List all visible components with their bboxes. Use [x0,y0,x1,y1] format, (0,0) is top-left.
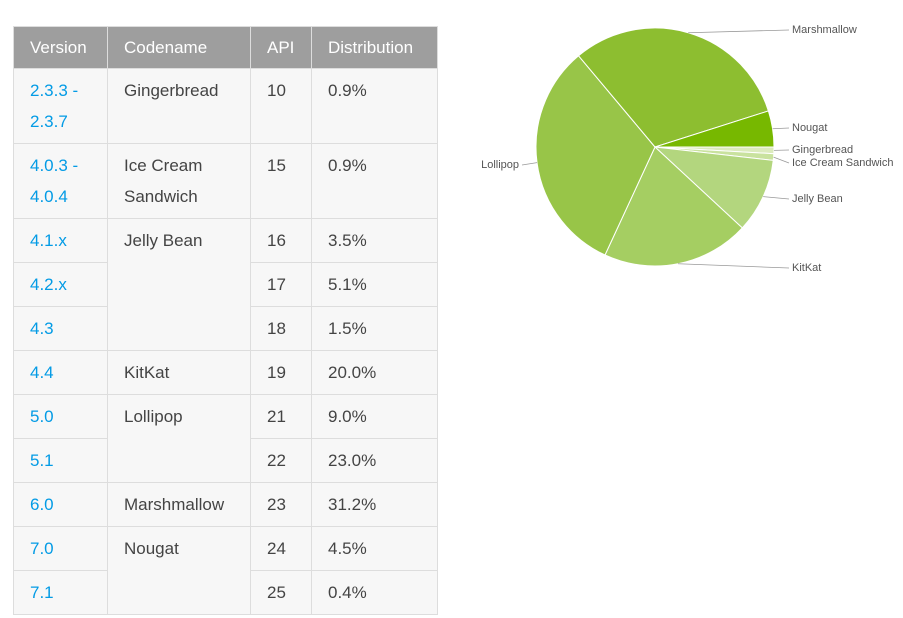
slice-label: Jelly Bean [792,193,843,205]
api-cell: 15 [250,143,312,219]
api-cell: 24 [250,526,312,571]
pie-slice [653,146,774,229]
table-body: 2.3.3 - 2.3.7 Gingerbread 10 0.9% 4.0.3 - 4.… [13,68,438,615]
table-row: 6.0 Marshmallow 23 31.2% [13,482,438,527]
table-row: 5.1 22 23.0% [13,438,438,483]
slice-label: Lollipop [481,159,519,171]
codename-cell: KitKat [107,350,251,395]
version-link[interactable]: 5.1 [13,438,108,483]
table-row: 7.1 25 0.4% [13,570,438,615]
distribution-cell: 31.2% [311,482,438,527]
distribution-cell: 0.9% [311,143,438,219]
codename-cell: Nougat [107,526,251,615]
api-cell: 10 [250,68,312,144]
table-row: 7.0 Nougat 24 4.5% [13,526,438,615]
table-row: 4.3 18 1.5% [13,306,438,351]
codename-cell: Lollipop [107,394,251,483]
leader-line [772,127,790,130]
codename-cell: Jelly Bean [107,218,251,351]
version-link[interactable]: 4.1.x [13,218,108,263]
slice-label: Marshmallow [792,24,857,36]
leader-line [773,156,790,164]
header-cell: Version [13,26,108,69]
slice-label: KitKat [792,262,821,274]
table-row: 4.0.3 - 4.0.4 Ice Cream Sandwich 15 0.9% [13,143,438,219]
leader-line [688,29,790,34]
version-link[interactable]: 5.0 [13,394,108,439]
pie-slice [604,146,743,267]
api-cell: 23 [250,482,312,527]
distribution-cell: 23.0% [311,438,438,483]
pie-slice [535,55,656,256]
version-link[interactable]: 6.0 [13,482,108,527]
api-cell: 18 [250,306,312,351]
distribution-cell: 20.0% [311,350,438,395]
leader-line [763,196,790,200]
table-row: 2.3.3 - 2.3.7 Gingerbread 10 0.9% [13,68,438,144]
distribution-cell: 0.9% [311,68,438,144]
slice-label: Gingerbread [792,144,853,156]
pie-slice [654,110,775,148]
api-cell: 25 [250,570,312,615]
api-cell: 16 [250,218,312,263]
version-table: Version Codename API Distribution 2.3.3 … [13,26,438,615]
codename-cell: Marshmallow [107,482,251,527]
slice-label: Ice Cream Sandwich [792,157,894,169]
version-link[interactable]: 4.4 [13,350,108,395]
version-link[interactable]: 7.0 [13,526,108,571]
slice-label: Nougat [792,122,827,134]
version-link[interactable]: 7.1 [13,570,108,615]
table-row: 5.0 Lollipop 21 9.0% [13,394,438,483]
version-link[interactable]: 4.2.x [13,262,108,307]
distribution-cell: 3.5% [311,218,438,263]
leader-line [521,162,538,166]
version-link[interactable]: 2.3.3 - 2.3.7 [13,68,108,144]
distribution-cell: 4.5% [311,526,438,571]
table-row: 4.4 KitKat 19 20.0% [13,350,438,395]
header-cell: Distribution [311,26,438,69]
header-row: Version Codename API Distribution [13,26,438,69]
distribution-cell: 0.4% [311,570,438,615]
table-row: 4.1.x Jelly Bean 16 3.5% [13,218,438,351]
version-link[interactable]: 4.3 [13,306,108,351]
leader-line [678,263,790,269]
distribution-cell: 1.5% [311,306,438,351]
codename-cell: Ice Cream Sandwich [107,143,251,219]
version-link[interactable]: 4.0.3 - 4.0.4 [13,143,108,219]
